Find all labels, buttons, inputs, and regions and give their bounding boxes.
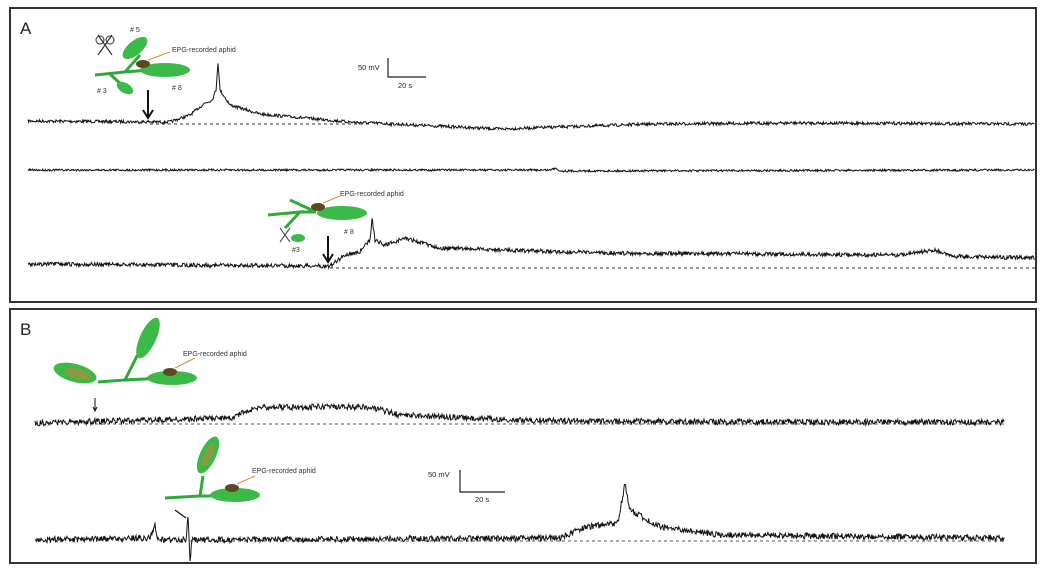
inset-label: # 8 <box>172 85 182 92</box>
panel-frame <box>10 309 1036 563</box>
inset-label: # 5 <box>130 27 140 34</box>
panel-frame <box>10 8 1036 302</box>
scale-label: 50 mV <box>428 470 450 479</box>
figure: A B # 5 EPG-recorded aphid # 3 # 8 EPG-r… <box>0 0 1043 564</box>
scale-label: 20 s <box>475 495 489 504</box>
inset-label: EPG-recorded aphid <box>340 191 404 198</box>
panel-label: A <box>20 19 32 38</box>
scale-label: 20 s <box>398 81 412 90</box>
inset-label: EPG-recorded aphid <box>183 351 247 358</box>
scale-label: 50 mV <box>358 63 380 72</box>
plant-inset: EPG-recorded aphid # 8 #3 <box>268 191 404 254</box>
arrow <box>143 90 153 118</box>
inset-label: EPG-recorded aphid <box>172 47 236 54</box>
inset-label: EPG-recorded aphid <box>252 468 316 475</box>
inset-label: # 8 <box>344 229 354 236</box>
panel-label: B <box>20 320 31 339</box>
inset-label: #3 <box>292 247 300 254</box>
plant-inset: EPG-recorded aphid <box>165 433 316 502</box>
inset-label: # 3 <box>97 88 107 95</box>
plant-inset: # 5 EPG-recorded aphid # 3 # 8 <box>95 27 236 97</box>
scale-bar <box>388 58 426 77</box>
arrow <box>175 510 186 518</box>
trace <box>28 218 1034 268</box>
arrow <box>93 398 97 411</box>
scale-bar <box>460 470 505 492</box>
trace <box>28 168 1034 172</box>
arrow <box>323 236 333 262</box>
plant-inset: EPG-recorded aphid <box>51 315 247 388</box>
trace <box>35 404 1004 426</box>
